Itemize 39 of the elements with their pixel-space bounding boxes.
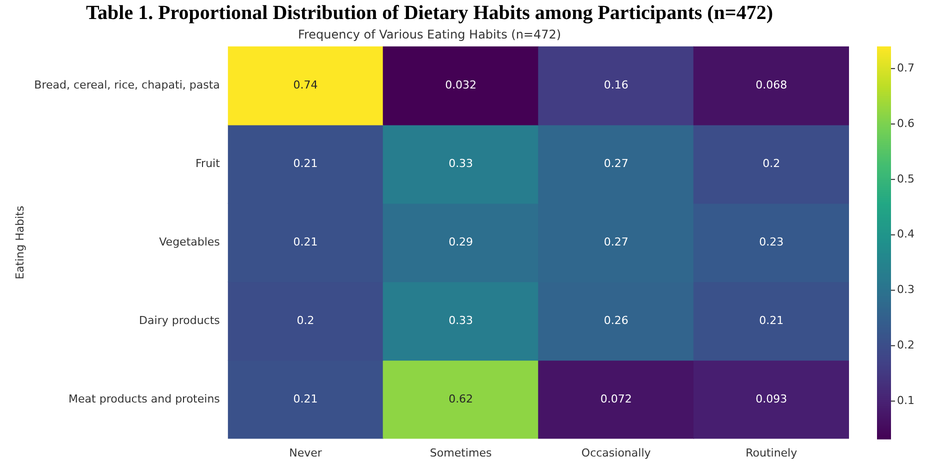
data-label: 0.16 [604, 78, 628, 92]
y-tick-label: Meat products and proteins [68, 392, 220, 406]
x-tick-label: Occasionally [581, 446, 652, 460]
data-label: 0.21 [293, 156, 318, 170]
data-label: 0.26 [604, 314, 628, 327]
data-label: 0.62 [448, 392, 474, 406]
data-label: 0.29 [448, 235, 474, 248]
data-label: 0.032 [445, 78, 477, 92]
chart-title: Table 1. Proportional Distribution of Dietary Habits among Participants (n=472) [86, 2, 773, 24]
data-label: 0.21 [293, 235, 318, 248]
color-bar-label: 0.4 [897, 228, 914, 241]
data-label: 0.21 [759, 314, 784, 327]
data-label: 0.27 [604, 156, 628, 170]
color-bar-label: 0.6 [897, 116, 914, 130]
y-tick-label: Vegetables [159, 235, 220, 248]
color-bar-label: 0.3 [897, 283, 914, 296]
data-label: 0.068 [756, 78, 788, 92]
y-tick-label: Dairy products [139, 314, 220, 327]
y-tick-label: Fruit [196, 156, 221, 170]
data-label: 0.2 [762, 156, 780, 170]
y-axis-title: Eating Habits [13, 206, 26, 280]
x-tick-label: Sometimes [430, 446, 492, 460]
data-label: 0.33 [448, 156, 474, 170]
data-label: 0.21 [293, 392, 318, 406]
data-label: 0.2 [296, 314, 314, 327]
data-label: 0.23 [759, 235, 784, 248]
data-label: 0.093 [756, 392, 788, 406]
color-bar-label: 0.1 [897, 394, 914, 407]
color-bar-label: 0.7 [897, 61, 914, 74]
chart-subtitle: Frequency of Various Eating Habits (n=472) [298, 27, 562, 42]
data-label: 0.33 [448, 314, 474, 327]
data-label: 0.74 [293, 78, 318, 92]
color-bar-label: 0.5 [897, 172, 914, 186]
data-label: 0.27 [604, 235, 628, 248]
x-tick-label: Routinely [746, 446, 798, 460]
x-tick-label: Never [289, 446, 322, 460]
data-label: 0.072 [600, 392, 632, 406]
y-tick-label: Bread, cereal, rice, chapati, pasta [34, 78, 220, 92]
color-bar-label: 0.2 [897, 338, 914, 352]
